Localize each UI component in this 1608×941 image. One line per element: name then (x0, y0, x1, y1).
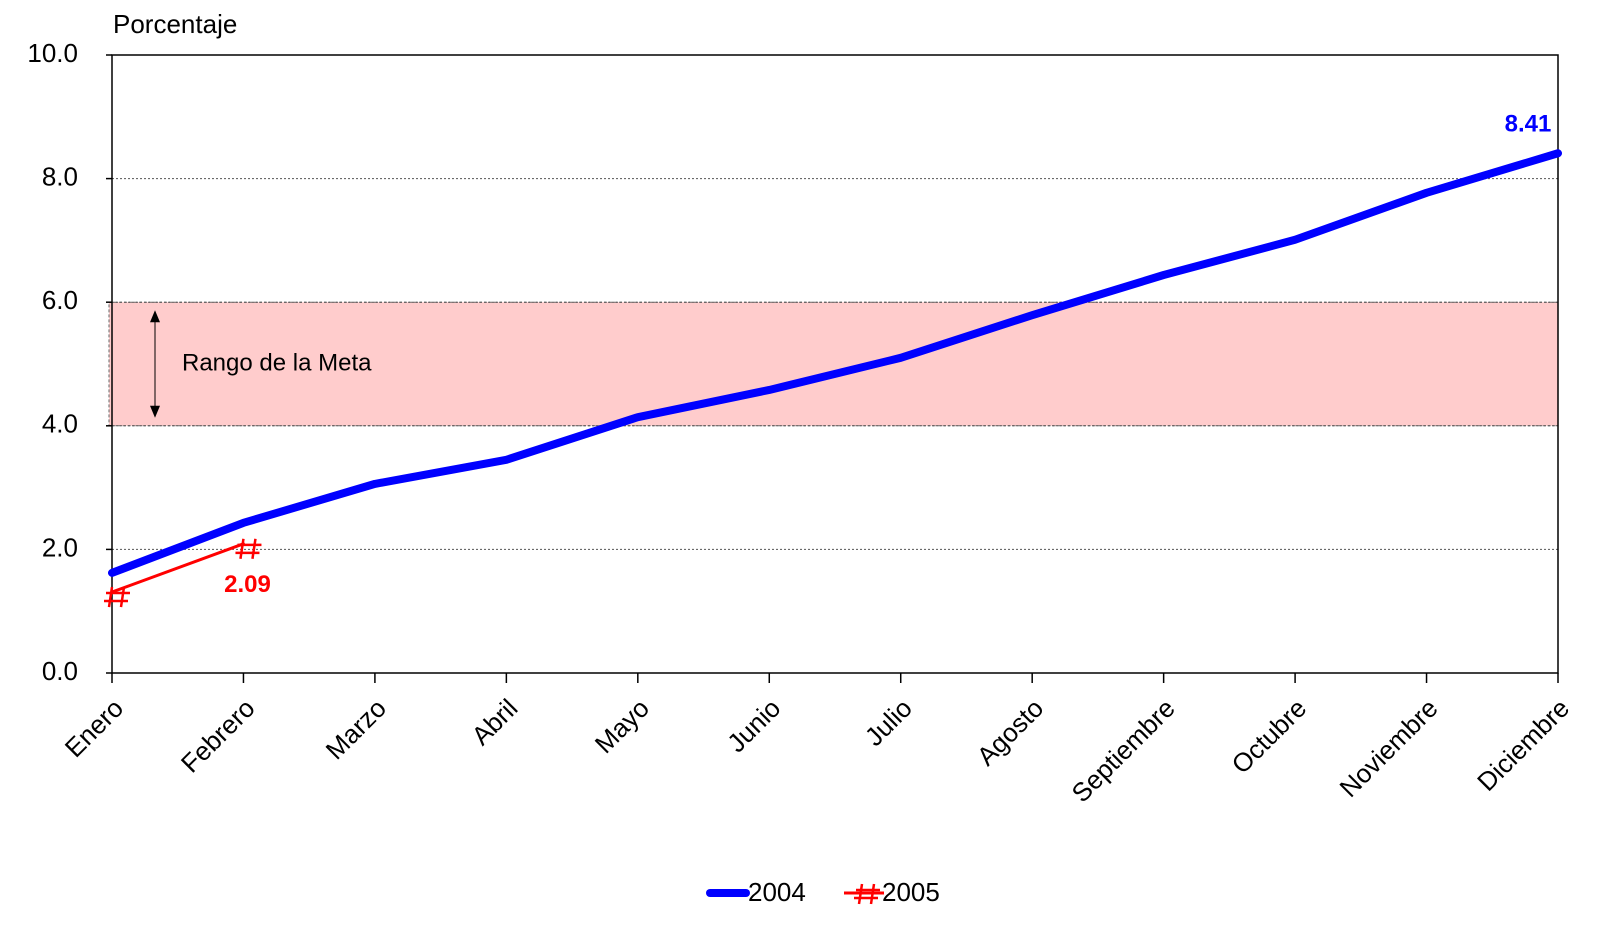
marker (235, 538, 262, 560)
legend-label: 2005 (882, 877, 940, 907)
plot-frame (111, 54, 1559, 674)
y-tick-label: 10.0 (27, 38, 78, 68)
series-line (108, 149, 1562, 577)
y-tick-label: 8.0 (42, 161, 78, 191)
y-tick-label: 0.0 (42, 656, 78, 686)
y-tick-label: 2.0 (42, 532, 78, 562)
x-tick-label: Junio (721, 693, 786, 758)
x-tick-label: Febrero (175, 693, 261, 779)
x-tick-label: Diciembre (1471, 693, 1575, 797)
x-tick-label: Julio (859, 693, 918, 752)
marker (854, 883, 880, 905)
x-tick-label: Agosto (971, 693, 1049, 771)
marker (104, 586, 130, 608)
series-line (110, 542, 245, 594)
data-label: 2.09 (224, 571, 271, 598)
x-tick-label: Noviembre (1334, 693, 1444, 803)
x-tick-label: Enero (59, 693, 129, 763)
band-arrowhead (150, 310, 160, 418)
x-tick-label: Abril (465, 693, 523, 751)
series: 8.41 (108, 111, 1562, 577)
data-label: 8.41 (1505, 111, 1552, 138)
band-label: Rango de la Meta (182, 349, 372, 376)
x-tick-label: Septiembre (1066, 693, 1181, 808)
y-axis-label: Porcentaje (113, 9, 237, 39)
series: 2.09 (104, 538, 271, 608)
x-tick-label: Octubre (1226, 693, 1313, 780)
target-band (108, 301, 1559, 427)
x-tick-label: Mayo (589, 693, 655, 759)
y-tick-label: 6.0 (42, 285, 78, 315)
y-tick-label: 4.0 (42, 409, 78, 439)
legend-label: 2004 (748, 877, 806, 907)
x-tick-label: Marzo (320, 693, 392, 765)
